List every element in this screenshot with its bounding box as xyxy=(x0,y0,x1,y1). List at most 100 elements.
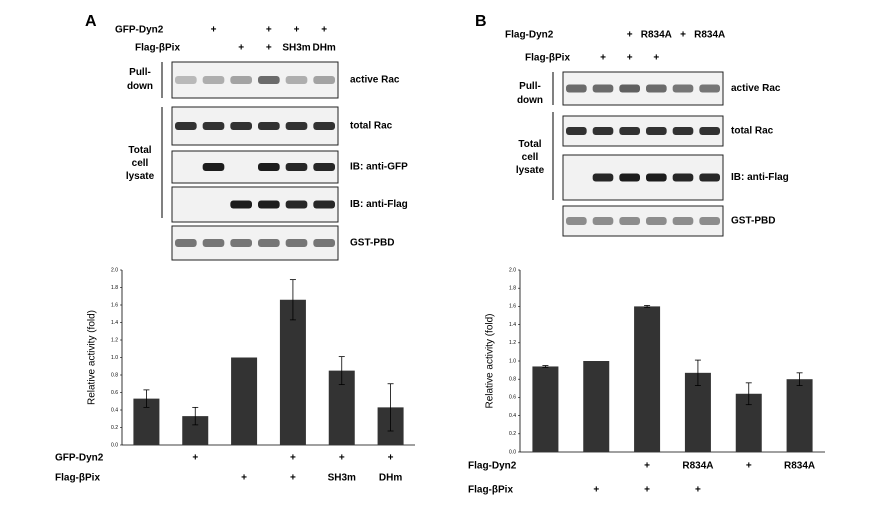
y-tick-label: 0.8 xyxy=(111,372,118,378)
group-label: Total cell lysate xyxy=(126,145,155,182)
lane-mark: DHm xyxy=(312,43,335,54)
band xyxy=(699,217,720,225)
band xyxy=(619,217,640,225)
band xyxy=(258,239,280,247)
lane-mark: R834A xyxy=(641,30,672,41)
row-label: GST-PBD xyxy=(350,238,394,249)
lane-mark: + xyxy=(266,43,272,54)
band xyxy=(646,217,667,225)
blot xyxy=(171,225,339,261)
band xyxy=(566,217,587,225)
row-label: IB: anti-GFP xyxy=(350,162,408,173)
group-label: Total cell lysate xyxy=(516,139,545,176)
band xyxy=(592,84,614,93)
lane-mark: + xyxy=(266,25,272,36)
x-lane-mark: + xyxy=(241,473,247,484)
band xyxy=(285,239,308,247)
y-tick-label: 2.0 xyxy=(509,267,516,273)
band xyxy=(592,217,614,225)
x-lane-mark: + xyxy=(290,473,296,484)
blot xyxy=(562,115,724,147)
band xyxy=(202,239,225,247)
x-lane-mark: DHm xyxy=(379,473,402,484)
x-lane-mark: + xyxy=(339,453,345,464)
band xyxy=(313,239,335,247)
band xyxy=(175,239,197,247)
x-lane-mark: R834A xyxy=(682,461,713,472)
panel-label: B xyxy=(475,13,487,30)
band xyxy=(619,84,640,93)
band xyxy=(175,122,197,130)
row-label: IB: anti-Flag xyxy=(350,199,408,210)
y-tick-label: 1.8 xyxy=(111,285,118,291)
bar xyxy=(532,366,559,452)
band xyxy=(646,84,667,93)
band xyxy=(258,163,280,171)
band xyxy=(285,76,308,84)
band xyxy=(175,76,197,84)
blot xyxy=(562,205,724,237)
blot xyxy=(562,71,724,106)
blot xyxy=(171,106,339,146)
x-lane-mark: + xyxy=(644,461,650,472)
lane-mark: + xyxy=(238,43,244,54)
lane-mark: + xyxy=(294,25,300,36)
band xyxy=(230,200,252,209)
band xyxy=(672,84,694,93)
y-tick-label: 1.2 xyxy=(509,340,516,346)
y-tick-label: 0.6 xyxy=(509,395,516,401)
band xyxy=(313,163,335,171)
y-tick-label: 0.4 xyxy=(111,407,118,413)
row-label: active Rac xyxy=(731,83,781,94)
lane-mark: SH3m xyxy=(282,43,310,54)
header-label: Flag-Dyn2 xyxy=(505,30,554,41)
band xyxy=(646,173,667,182)
row-label: active Rac xyxy=(350,75,400,86)
band xyxy=(699,173,720,182)
y-tick-label: 1.8 xyxy=(509,286,516,292)
band xyxy=(202,76,225,84)
band xyxy=(258,122,280,130)
y-tick-label: 1.4 xyxy=(509,322,516,328)
band xyxy=(699,127,720,135)
band xyxy=(592,127,614,135)
band xyxy=(699,84,720,93)
y-tick-label: 0.2 xyxy=(509,431,516,437)
blot xyxy=(171,61,339,99)
band xyxy=(566,84,587,93)
lane-mark: + xyxy=(627,53,633,64)
blot xyxy=(171,186,339,223)
bar xyxy=(634,306,661,452)
y-tick-label: 1.6 xyxy=(509,304,516,310)
x-row-label: Flag-βPix xyxy=(468,485,513,496)
band xyxy=(202,122,225,130)
band xyxy=(566,127,587,135)
group-label: Pull-down xyxy=(127,67,153,92)
band xyxy=(285,163,308,171)
x-row-label: GFP-Dyn2 xyxy=(55,453,104,464)
lane-mark: + xyxy=(680,30,686,41)
x-lane-mark: + xyxy=(290,453,296,464)
y-tick-label: 1.2 xyxy=(111,337,118,343)
band xyxy=(230,122,252,130)
header-label: GFP-Dyn2 xyxy=(115,25,164,36)
x-lane-mark: + xyxy=(388,453,394,464)
y-tick-label: 2.0 xyxy=(111,267,118,273)
lane-mark: + xyxy=(211,25,217,36)
band xyxy=(672,127,694,135)
lane-mark: + xyxy=(321,25,327,36)
band xyxy=(230,239,252,247)
band xyxy=(672,173,694,182)
band xyxy=(230,76,252,84)
lane-mark: + xyxy=(627,30,633,41)
band xyxy=(285,200,308,209)
x-lane-mark: + xyxy=(644,485,650,496)
bar xyxy=(786,379,813,452)
band xyxy=(313,76,335,84)
y-tick-label: 1.0 xyxy=(111,355,118,361)
y-tick-label: 0.2 xyxy=(111,425,118,431)
header-label: Flag-βPix xyxy=(525,53,570,64)
bar xyxy=(231,357,258,445)
band xyxy=(258,76,280,84)
